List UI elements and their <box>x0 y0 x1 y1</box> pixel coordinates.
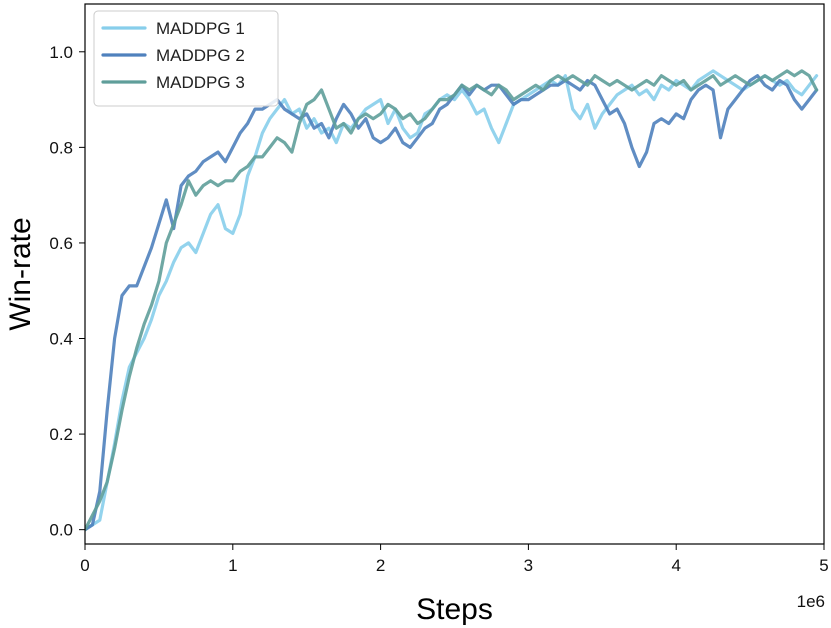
x-tick-label: 0 <box>80 556 89 575</box>
y-tick-label: 1.0 <box>49 43 73 62</box>
x-tick-label: 5 <box>819 556 828 575</box>
y-tick-label: 0.2 <box>49 425 73 444</box>
y-tick-label: 0.6 <box>49 234 73 253</box>
x-tick-label: 1 <box>228 556 237 575</box>
legend-label-2: MADDPG 2 <box>156 46 245 65</box>
legend-label-3: MADDPG 3 <box>156 73 245 92</box>
x-tick-label: 2 <box>376 556 385 575</box>
series-line-2 <box>85 74 819 532</box>
legend-label-1: MADDPG 1 <box>156 19 245 38</box>
plot-frame <box>84 3 825 545</box>
y-axis-title: Win-rate <box>4 217 37 330</box>
x-axis: 0 1 2 3 4 5 <box>80 544 829 575</box>
y-tick-label: 0.0 <box>49 521 73 540</box>
series-line-3 <box>85 69 819 532</box>
series-line-1 <box>85 69 819 532</box>
series-layer <box>85 69 819 532</box>
y-tick-label: 0.4 <box>49 330 73 349</box>
x-axis-title: Steps <box>416 593 493 626</box>
y-tick-label: 0.8 <box>49 138 73 157</box>
legend: MADDPG 1 MADDPG 2 MADDPG 3 <box>93 10 279 107</box>
x-tick-label: 3 <box>524 556 533 575</box>
x-tick-label: 4 <box>671 556 680 575</box>
y-axis: 0.0 0.2 0.4 0.6 0.8 1.0 <box>49 43 85 540</box>
x-axis-offset-label: 1e6 <box>797 592 825 611</box>
